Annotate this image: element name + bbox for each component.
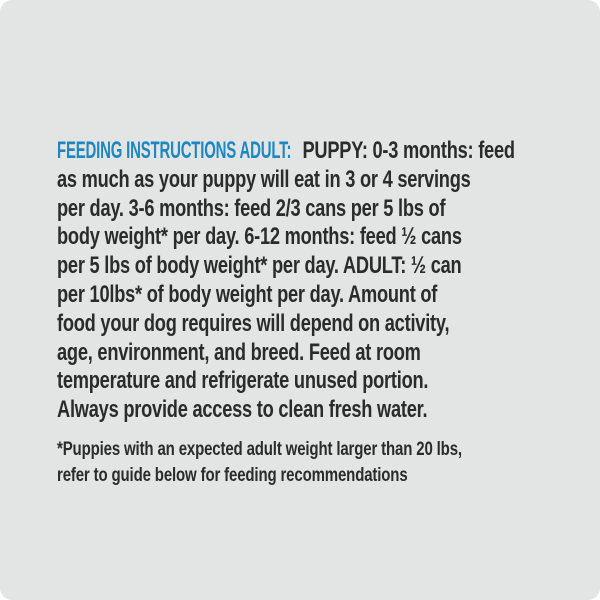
body-line-text: PUPPY: 0-3 months: feed (302, 137, 515, 164)
footnote: *Puppies with an expected adult weight l… (57, 436, 583, 488)
body-line: age, environment, and breed. Feed at roo… (57, 338, 421, 366)
body-line: temperature and refrigerate unused porti… (57, 367, 429, 395)
footnote-line: refer to guide below for feeding recomme… (57, 464, 408, 486)
body-line: Always provide access to clean fresh wat… (57, 396, 428, 424)
body-line: food your dog requires will depend on ac… (57, 309, 450, 337)
body-line: body weight* per day. 6-12 months: feed … (57, 223, 462, 251)
body-line: per 5 lbs of body weight* per day. ADULT… (57, 252, 462, 280)
feeding-instructions-text: FEEDING INSTRUCTIONS ADULT: PUPPY: 0-3 mo… (57, 137, 600, 425)
body-line: FEEDING INSTRUCTIONS ADULT: PUPPY: 0-3 mo… (57, 137, 515, 166)
body-line: as much as your puppy will eat in 3 or 4… (57, 165, 471, 193)
body-line: per 10lbs* of body weight per day. Amoun… (57, 280, 438, 308)
feeding-instructions-adult-heading: FEEDING INSTRUCTIONS ADULT: (57, 137, 292, 164)
body-line: per day. 3-6 months: feed 2/3 cans per 5… (57, 194, 446, 222)
footnote-line: *Puppies with an expected adult weight l… (57, 438, 462, 460)
